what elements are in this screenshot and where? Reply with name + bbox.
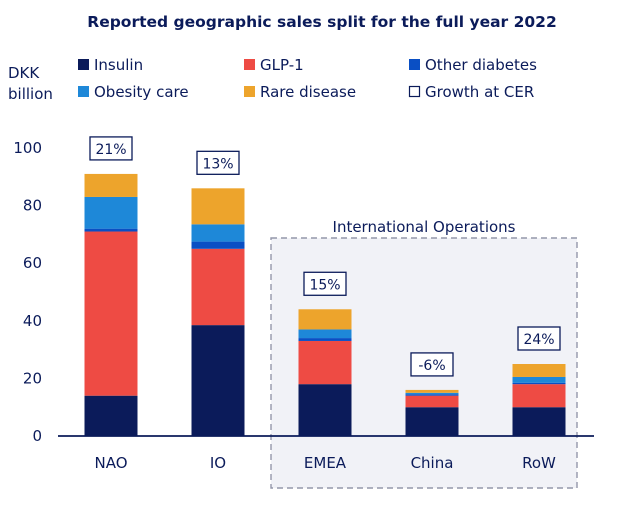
legend-swatch-obesity-care (78, 86, 89, 97)
legend-swatch-rare-disease (244, 86, 255, 97)
growth-label-nao: 21% (95, 142, 126, 158)
bar-row-other-diabetes (512, 382, 566, 385)
x-axis-ticks: NAO IO EMEA China RoW (94, 454, 556, 472)
growth-label-row: 24% (523, 332, 554, 348)
legend-label-growth-at-cer: Growth at CER (425, 83, 534, 101)
legend-label-insulin: Insulin (94, 56, 143, 74)
y-tick-label: 40 (23, 312, 42, 330)
x-tick-label-row: RoW (522, 454, 556, 472)
bar-china-glp-1 (405, 395, 459, 408)
y-tick-label: 100 (13, 139, 42, 157)
bar-io-rare-disease (191, 188, 245, 225)
y-tick-label: 20 (23, 369, 42, 387)
bar-io-glp-1 (191, 248, 245, 326)
bar-nao-obesity-care (84, 196, 138, 229)
bar-io-insulin (191, 325, 245, 436)
growth-label-china: -6% (418, 358, 445, 374)
x-tick-label-io: IO (210, 454, 226, 472)
bar-china-obesity-care (405, 392, 459, 395)
international-operations-label: International Operations (333, 218, 516, 236)
bar-row-rare-disease (512, 364, 566, 377)
legend-label-other-diabetes: Other diabetes (425, 56, 537, 74)
legend-label-glp-1: GLP-1 (260, 56, 304, 74)
growth-label-io: 13% (202, 156, 233, 172)
legend-label-obesity-care: Obesity care (94, 83, 189, 101)
bar-nao-rare-disease (84, 173, 138, 197)
bar-io-other-diabetes (191, 241, 245, 249)
bar-emea-rare-disease (298, 309, 352, 330)
y-axis-label-line2: billion (8, 85, 53, 103)
growth-box-china (410, 352, 454, 377)
legend-swatch-growth-at-cer (408, 85, 421, 98)
bar-row-obesity-care (512, 376, 566, 383)
growth-box-row (517, 326, 561, 351)
legend-swatch-insulin (78, 59, 89, 70)
bar-emea-insulin (298, 384, 352, 436)
y-axis: 0 20 40 60 80 100 (13, 139, 42, 445)
growth-box-io (196, 150, 240, 175)
legend: Insulin GLP-1 Other diabetes Obesity care Ra… (78, 56, 537, 101)
bar-row-glp-1 (512, 384, 566, 408)
bar-nao-other-diabetes (84, 228, 138, 232)
x-tick-label-nao: NAO (94, 454, 127, 472)
chart-title: Reported geographic sales split for the … (87, 13, 556, 31)
bars (84, 173, 566, 436)
legend-swatch-glp-1 (244, 59, 255, 70)
bar-china-rare-disease (405, 389, 459, 393)
bar-nao-insulin (84, 395, 138, 436)
legend-label-rare-disease: Rare disease (260, 83, 356, 101)
bar-china-insulin (405, 407, 459, 436)
growth-labels: 21% 13% 15% -6% 24% (89, 136, 561, 377)
bar-emea-other-diabetes (298, 338, 352, 341)
bar-row-insulin (512, 407, 566, 436)
bar-nao-glp-1 (84, 231, 138, 396)
y-tick-label: 0 (32, 427, 42, 445)
x-tick-label-emea: EMEA (304, 454, 347, 472)
x-tick-label-china: China (411, 454, 454, 472)
growth-box-emea (303, 271, 347, 296)
growth-box-nao (89, 136, 133, 161)
bar-io-obesity-care (191, 224, 245, 242)
y-axis-label-line1: DKK (8, 64, 40, 82)
bar-emea-glp-1 (298, 340, 352, 385)
bar-emea-obesity-care (298, 329, 352, 339)
y-tick-label: 60 (23, 254, 42, 272)
y-tick-label: 80 (23, 197, 42, 215)
legend-swatch-other-diabetes (409, 59, 420, 70)
bar-china-other-diabetes (405, 394, 459, 396)
growth-label-emea: 15% (309, 277, 340, 293)
